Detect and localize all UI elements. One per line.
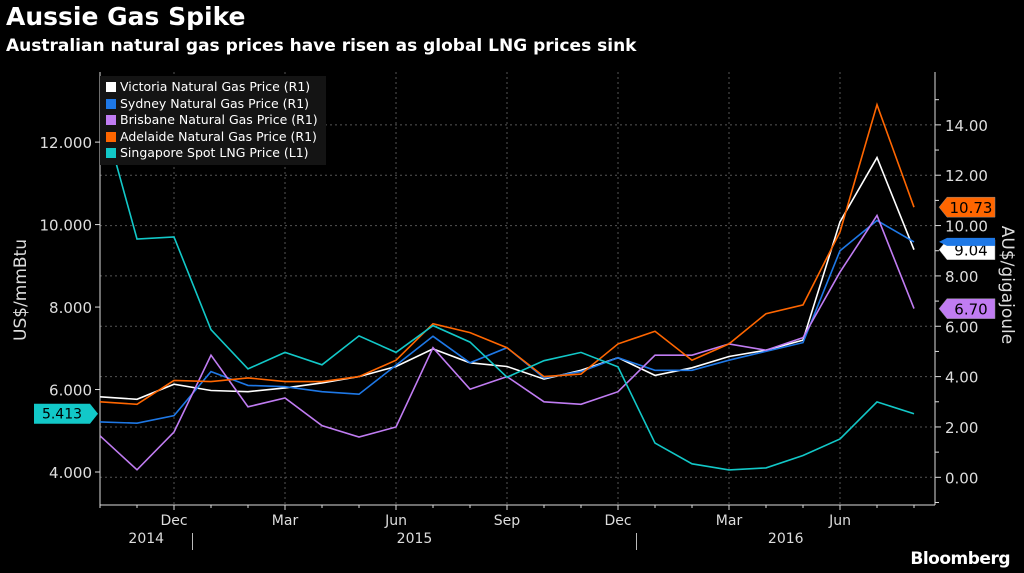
chart-title: Aussie Gas Spike — [6, 2, 246, 31]
x-axis-tick-label: Dec — [160, 513, 187, 529]
right-axis-tick-label: 6.00 — [945, 318, 978, 336]
right-axis-tick-label: 2.00 — [945, 419, 978, 437]
legend-item: Adelaide Natural Gas Price (R1) — [106, 129, 318, 146]
chart-subtitle: Australian natural gas prices have risen… — [6, 36, 637, 56]
right-axis-tick-label: 4.00 — [945, 369, 978, 387]
right-axis-tick-label: 10.00 — [945, 218, 988, 236]
x-axis-tick-label: Mar — [716, 513, 743, 529]
series-line-singapore — [100, 104, 915, 471]
x-axis-tick-label: Sep — [494, 513, 521, 529]
legend-label: Brisbane Natural Gas Price (R1) — [120, 112, 318, 127]
last-value-tag — [34, 403, 98, 424]
last-value-label: 5.413 — [42, 407, 82, 423]
series-line-adelaide — [100, 102, 915, 406]
x-axis-year-label: 2016 — [768, 531, 804, 547]
legend-swatch — [106, 98, 116, 109]
x-axis-tick-label: Dec — [604, 513, 631, 529]
last-value-tag — [938, 298, 996, 319]
legend-swatch — [106, 148, 116, 159]
legend-item: Singapore Spot LNG Price (L1) — [106, 145, 318, 162]
left-axis-tick-label: 8.000 — [49, 299, 92, 317]
legend: Victoria Natural Gas Price (R1) Sydney Na… — [100, 76, 326, 165]
legend-swatch — [106, 82, 116, 93]
right-axis-tick-label: 8.00 — [945, 268, 978, 286]
last-value-tag — [939, 237, 995, 246]
bloomberg-logo: Bloomberg — [910, 549, 1010, 569]
x-axis-year-label: 2014 — [128, 531, 164, 547]
legend-label: Sydney Natural Gas Price (R1) — [120, 95, 310, 111]
last-value-label: 6.70 — [954, 301, 987, 319]
left-axis-tick-label: 12.000 — [40, 134, 93, 152]
left-axis-tick-label: 6.000 — [49, 382, 92, 400]
left-axis-tick-label: 10.000 — [40, 217, 93, 235]
legend-swatch — [106, 115, 116, 126]
legend-label: Singapore Spot LNG Price (L1) — [120, 145, 309, 160]
last-value-label: 10.73 — [950, 199, 993, 217]
legend-item: Brisbane Natural Gas Price (R1) — [106, 112, 318, 129]
x-axis-tick-label: Jun — [384, 513, 407, 529]
right-axis-tick-label: 14.00 — [945, 117, 988, 135]
last-value-label: 9.04 — [954, 242, 987, 260]
left-axis-tick-label: 4.000 — [49, 464, 92, 482]
legend-item: Sydney Natural Gas Price (R1) — [106, 96, 318, 113]
right-axis-tick-label: 0.00 — [945, 469, 978, 487]
right-axis-tick-label: 12.00 — [945, 167, 988, 185]
x-axis-tick-label: Jun — [828, 513, 851, 529]
x-axis-tick-label: Mar — [272, 513, 299, 529]
right-axis-title: AU$/gigajoule — [997, 226, 1017, 344]
last-value-tag — [938, 196, 996, 218]
legend-label: Adelaide Natural Gas Price (R1) — [120, 128, 317, 144]
legend-label: Victoria Natural Gas Price (R1) — [120, 79, 311, 94]
legend-swatch — [106, 131, 116, 142]
left-axis-title: US$/mmBtu — [11, 239, 31, 341]
legend-item: Victoria Natural Gas Price (R1) — [106, 79, 318, 96]
x-axis-year-label: 2015 — [397, 531, 433, 547]
